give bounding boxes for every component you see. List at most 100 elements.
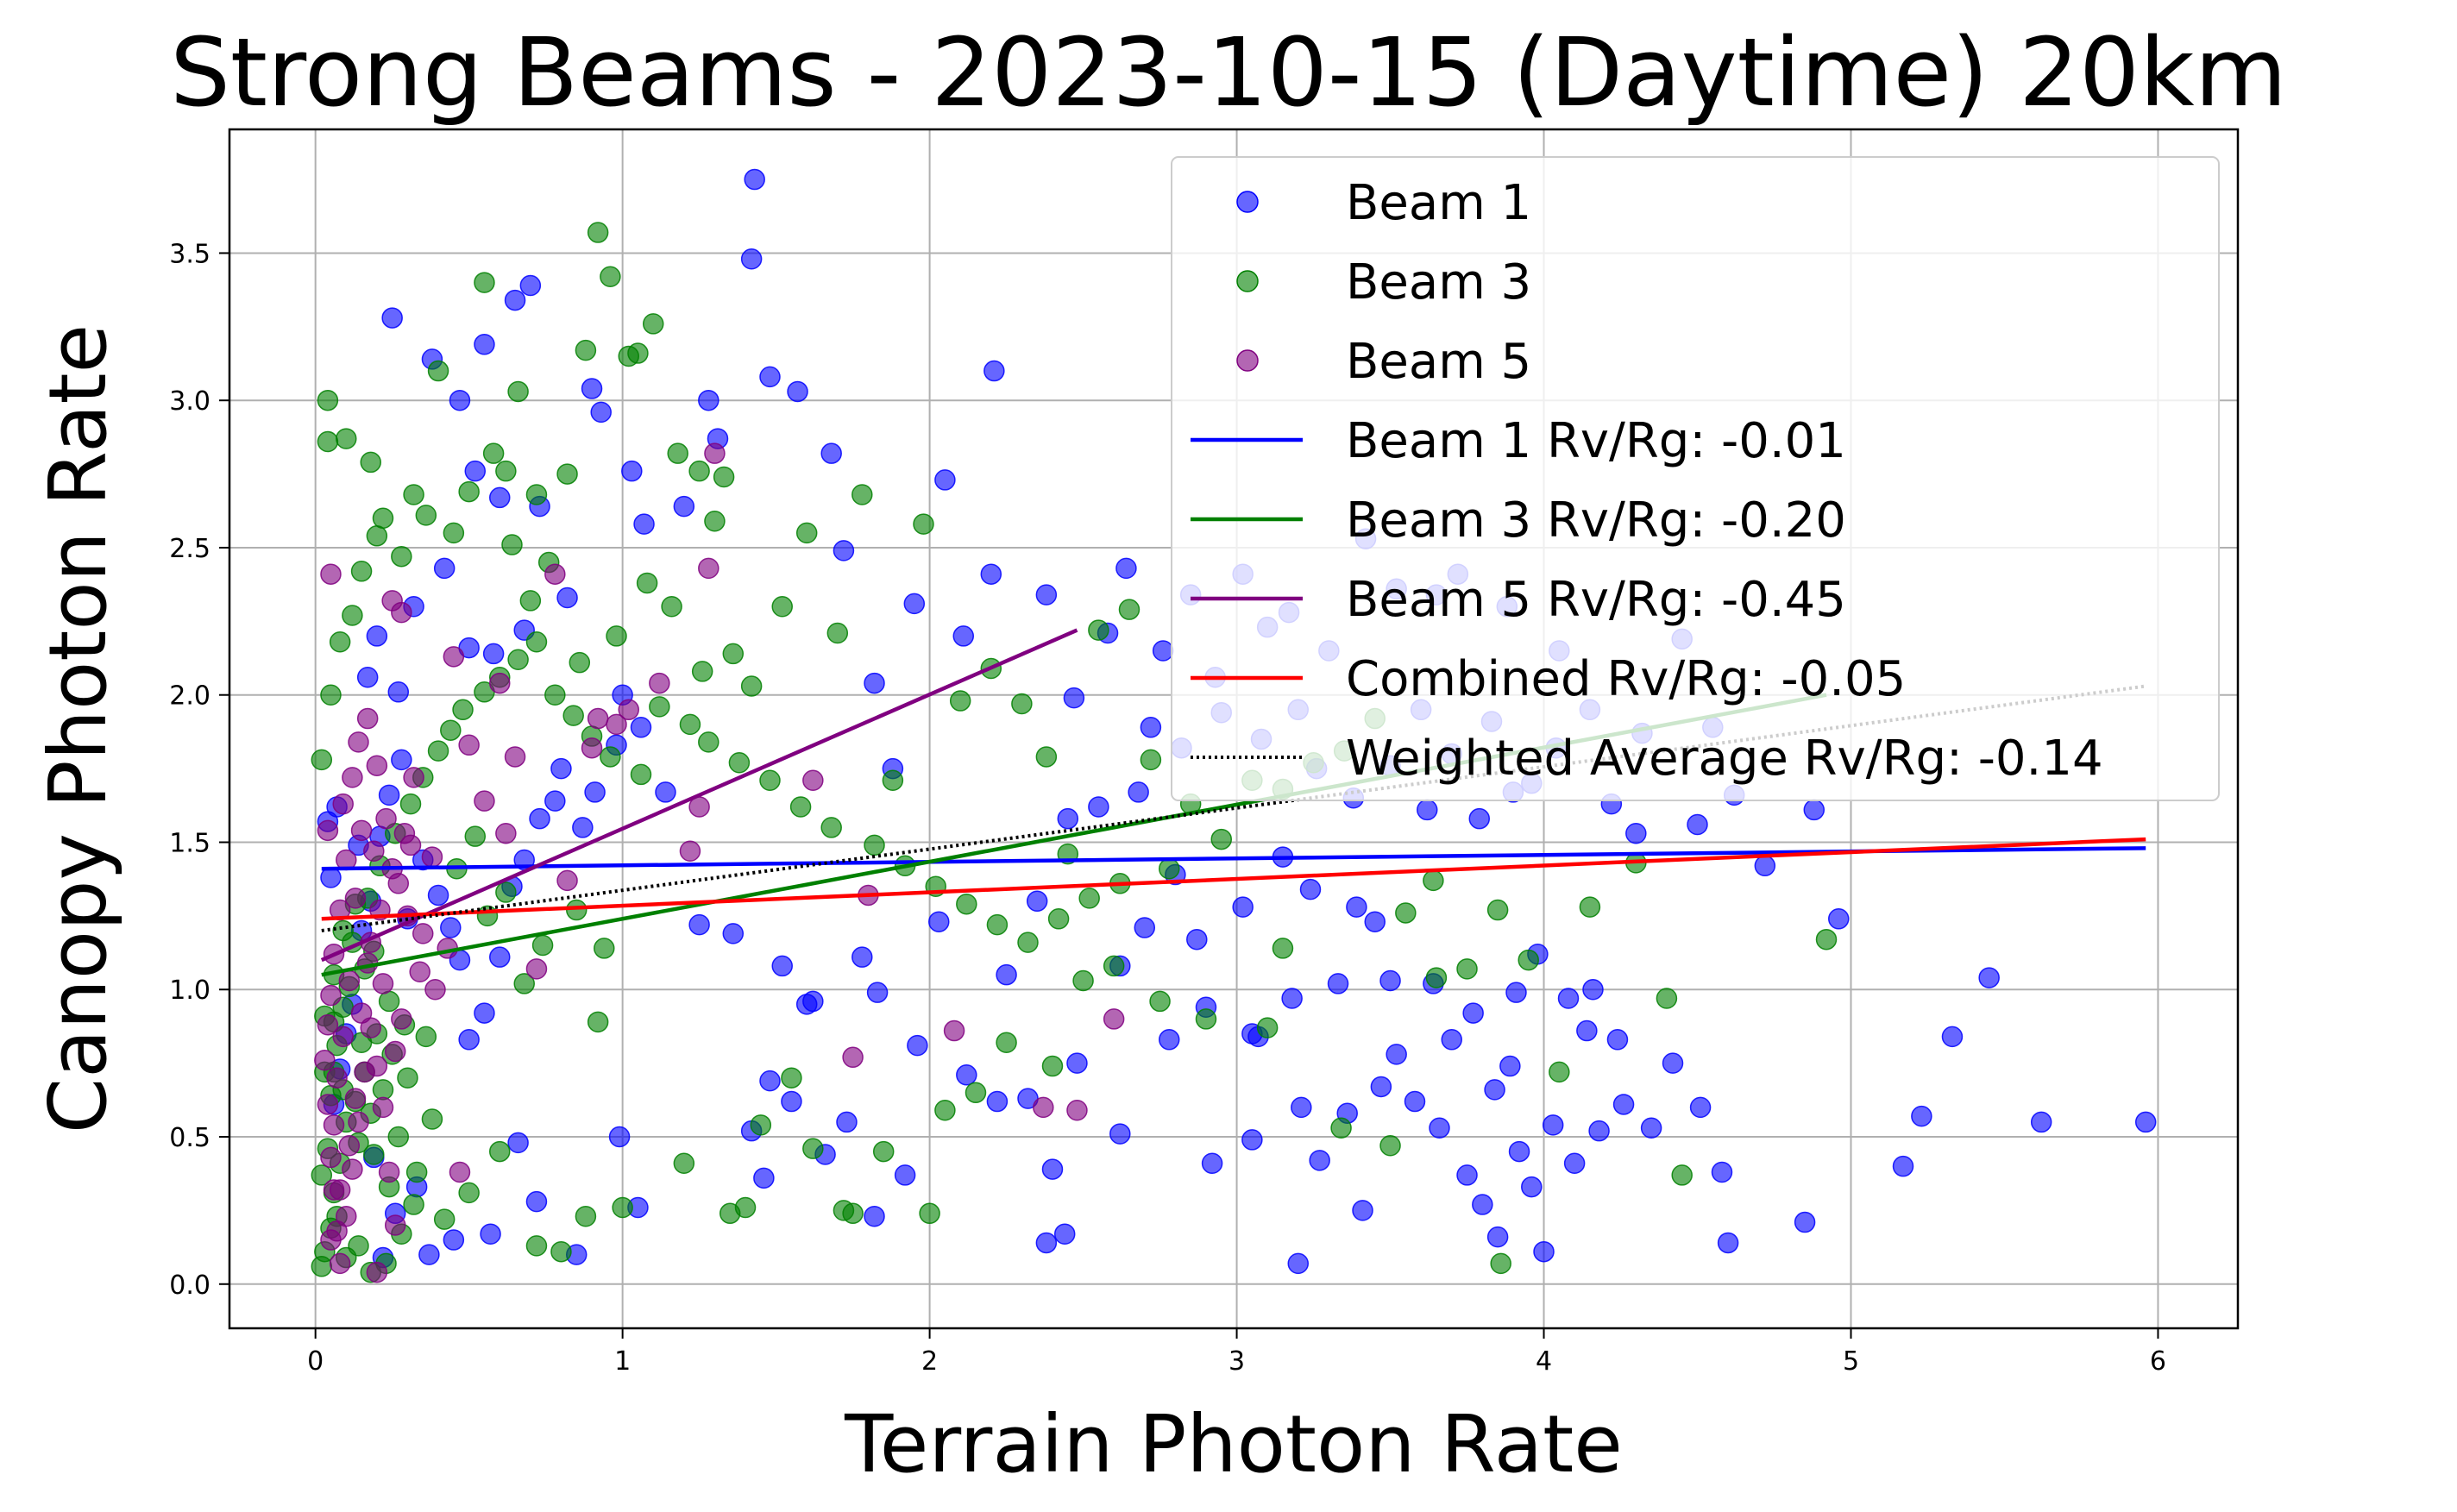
scatter-point <box>1035 746 1058 768</box>
scatter-point <box>317 1094 339 1115</box>
scatter-point <box>572 817 594 838</box>
scatter-point <box>698 557 720 580</box>
scatter-point <box>525 631 548 653</box>
scatter-point <box>587 222 609 243</box>
scatter-point <box>403 1194 424 1215</box>
scatter-point <box>1057 807 1079 830</box>
scatter-point <box>1386 1044 1407 1065</box>
legend-item: Combined Rv/Rg: -0.05 <box>1191 651 1906 707</box>
y-axis-label: Canopy Photon Rate <box>32 324 124 1133</box>
scatter-point <box>336 1205 357 1227</box>
scatter-point <box>458 734 480 756</box>
scatter-point <box>1625 822 1647 844</box>
scatter-point <box>581 737 603 759</box>
scatter-point <box>1109 1123 1131 1145</box>
scatter-point <box>525 484 548 505</box>
scatter-point <box>903 593 926 615</box>
scatter-point <box>802 1138 824 1159</box>
regression-line <box>321 684 2146 932</box>
scatter-point <box>956 893 977 915</box>
scatter-point <box>771 955 793 977</box>
scatter-point <box>600 266 621 288</box>
scatter-point <box>934 1100 956 1121</box>
scatter-point <box>329 631 351 653</box>
scatter-point <box>1803 799 1825 821</box>
scatter-point <box>1088 796 1109 818</box>
regression-line <box>320 628 1078 963</box>
scatter-point <box>688 460 710 482</box>
scatter-point <box>495 822 517 844</box>
scatter-point <box>688 913 710 936</box>
scatter-point <box>872 1140 895 1163</box>
scatter-point <box>802 769 824 792</box>
scatter-point <box>320 1229 342 1251</box>
scatter-point <box>418 1244 440 1265</box>
scatter-point <box>842 1046 864 1069</box>
y-tick-label: 2.5 <box>169 534 211 564</box>
scatter-point <box>787 380 808 403</box>
scatter-point <box>833 1200 855 1221</box>
scatter-point <box>348 1111 369 1133</box>
scatter-point <box>1195 1008 1217 1030</box>
y-tick-label: 0.5 <box>169 1123 211 1153</box>
legend-label: Weighted Average Rv/Rg: -0.14 <box>1346 731 2103 787</box>
scatter-point <box>1579 896 1601 918</box>
legend-marker <box>1236 191 1259 213</box>
scatter-point <box>2134 1111 2157 1133</box>
scatter-point <box>866 982 889 1003</box>
scatter-point <box>986 913 1009 936</box>
scatter-point <box>1041 1158 1064 1180</box>
scatter-point <box>348 1235 369 1257</box>
scatter-point <box>391 601 412 624</box>
scatter-point <box>433 557 456 580</box>
scatter-point <box>1299 878 1322 900</box>
scatter-point <box>474 1002 495 1024</box>
scatter-point <box>372 973 394 994</box>
scatter-point <box>391 749 412 771</box>
scatter-point <box>378 1161 400 1183</box>
scatter-point <box>1563 1152 1586 1174</box>
scatter-point <box>621 460 643 482</box>
x-tick-label: 5 <box>1843 1346 1859 1377</box>
chart-title: Strong Beams - 2023-10-15 (Daytime) 20km <box>170 17 2287 128</box>
scatter-point <box>1484 1079 1505 1101</box>
scatter-point <box>480 1223 501 1245</box>
scatter-point <box>342 1158 363 1180</box>
y-tick-label: 3.5 <box>169 239 211 269</box>
scatter-point <box>338 1135 361 1157</box>
scatter-point <box>350 819 373 842</box>
scatter-point <box>384 1040 406 1063</box>
scatter-point <box>348 731 369 753</box>
scatter-point <box>1404 1090 1426 1113</box>
scatter-point <box>366 625 388 647</box>
scatter-point <box>427 360 449 382</box>
scatter-point <box>980 563 1002 585</box>
scatter-point <box>698 731 720 753</box>
legend-label: Beam 3 <box>1346 254 1531 311</box>
scatter-point <box>1035 1232 1058 1254</box>
scatter-point <box>556 587 578 609</box>
scatter-point <box>378 990 400 1013</box>
y-tick-label: 3.0 <box>169 386 211 417</box>
scatter-point <box>1256 1017 1279 1038</box>
scatter-point <box>464 825 487 847</box>
legend: Beam 1 Beam 3 Beam 5 Beam 1 Rv/Rg: -0.01 Bea… <box>1171 156 2220 801</box>
scatter-point <box>344 1088 367 1109</box>
scatter-point <box>488 946 511 968</box>
scatter-point <box>443 522 465 544</box>
scatter-point <box>356 666 379 688</box>
scatter-point <box>587 1011 609 1033</box>
scatter-point <box>649 672 670 694</box>
scatter-point <box>336 428 357 449</box>
scatter-point <box>544 563 566 585</box>
scatter-point <box>649 696 670 718</box>
scatter-point <box>433 1208 456 1230</box>
scatter-point <box>1521 1176 1543 1198</box>
scatter-point <box>1717 1232 1739 1254</box>
scatter-point <box>907 1034 928 1057</box>
scatter-point <box>594 938 615 959</box>
scatter-point <box>1103 1008 1125 1030</box>
scatter-point <box>556 869 578 892</box>
scatter-point <box>565 899 588 921</box>
scatter-point <box>1017 932 1039 953</box>
